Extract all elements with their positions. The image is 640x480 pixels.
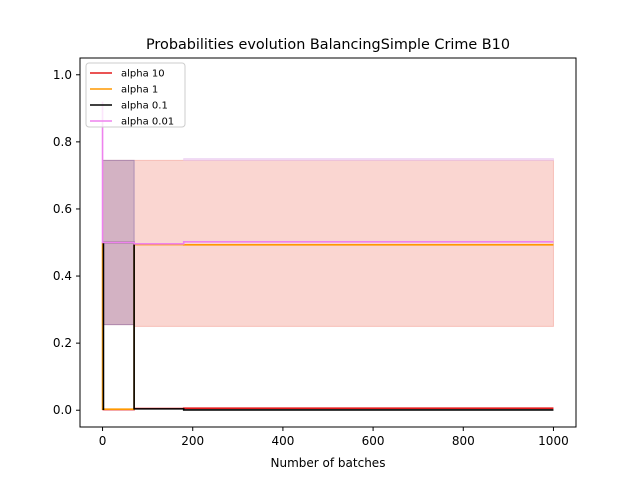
chart-title: Probabilities evolution BalancingSimple … [146,37,510,53]
legend: alpha 10 alpha 1 alpha 0.1 alpha 0.01 [85,62,186,128]
legend-label: alpha 1 [121,85,158,96]
y-tick-label: 0.6 [53,202,72,216]
x-axis-title: Number of batches [271,456,386,470]
x-tick-label: 600 [362,434,385,448]
y-tick-label: 0.0 [53,403,72,417]
axes-ticks: 0 200 400 600 800 1000 0.0 0.2 0.4 0.6 0.8 1.0 [53,68,569,448]
x-tick-label: 1000 [538,434,569,448]
y-tick-label: 1.0 [53,68,72,82]
confidence-band-2 [183,158,554,161]
y-tick-label: 0.8 [53,135,72,149]
x-tick-label: 400 [271,434,294,448]
y-tick-label: 0.4 [53,269,72,283]
x-tick-label: 800 [452,434,475,448]
x-tick-label: 200 [181,434,204,448]
legend-label: alpha 0.01 [121,117,174,128]
series-line-alpha-0-01 [101,101,554,245]
plot-area [101,101,554,411]
x-tick-label: 0 [99,434,107,448]
legend-box [85,62,186,128]
legend-label: alpha 10 [121,69,165,80]
y-tick-label: 0.2 [53,336,72,350]
plot-frame [79,57,577,428]
legend-label: alpha 0.1 [121,101,168,112]
series-line-alpha-0-1 [102,241,554,411]
